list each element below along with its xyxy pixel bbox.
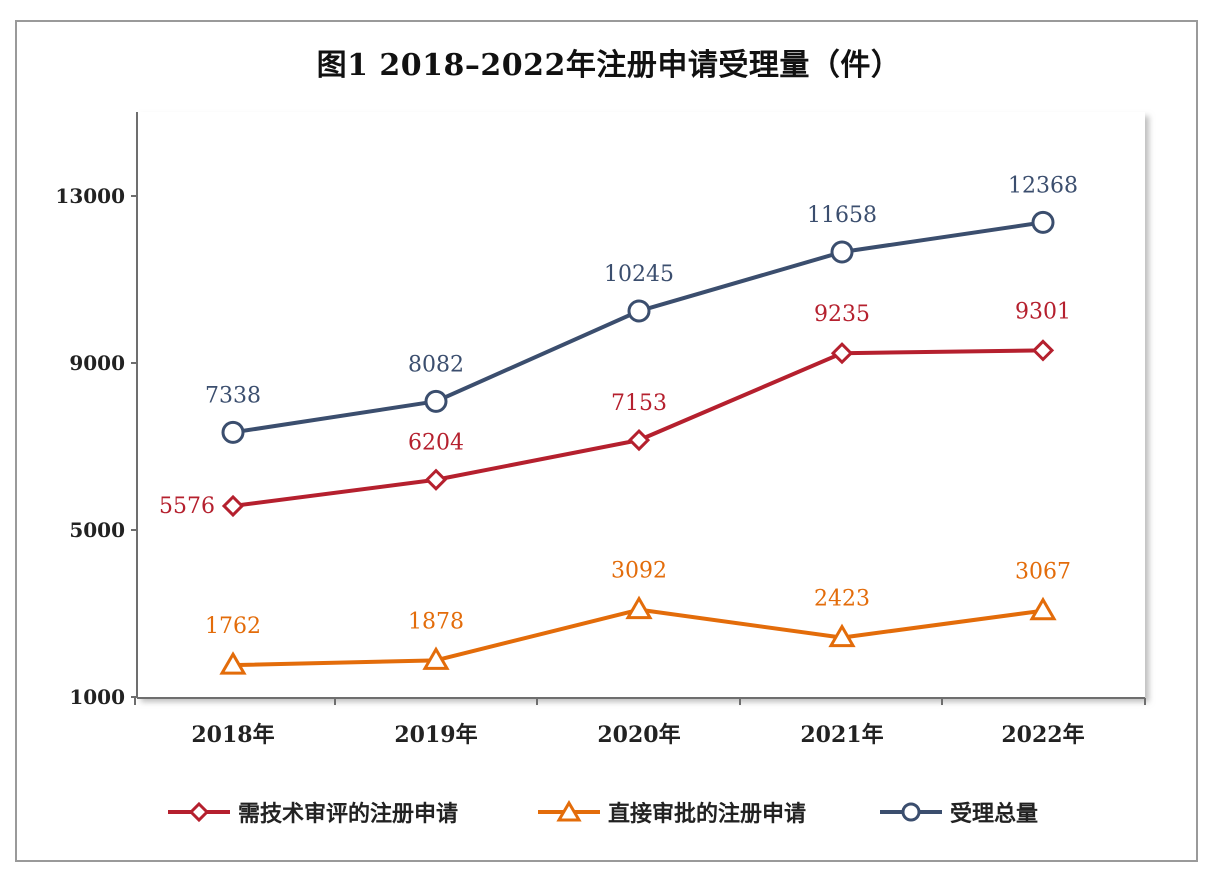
diamond-marker bbox=[424, 468, 448, 491]
x-tick-label: 2021年 bbox=[800, 722, 883, 748]
y-tick-label: 13000 bbox=[55, 184, 125, 208]
circle-marker bbox=[1031, 210, 1055, 234]
legend: 需技术审评的注册申请 直接审批的注册申请 受理总量 bbox=[0, 790, 1218, 834]
circle-marker bbox=[221, 420, 245, 444]
data-label: 12368 bbox=[1008, 173, 1078, 198]
triangle-marker bbox=[219, 651, 247, 675]
circle-marker bbox=[424, 389, 448, 413]
legend-label-direct-approval: 直接审批的注册申请 bbox=[608, 802, 807, 827]
data-label: 3092 bbox=[611, 559, 667, 584]
diamond-marker bbox=[1031, 339, 1055, 362]
triangle-marker bbox=[625, 595, 653, 620]
circle-marker bbox=[830, 240, 854, 264]
y-tick-label: 5000 bbox=[69, 518, 125, 542]
triangle-marker bbox=[422, 646, 450, 670]
legend-label-tech-review: 需技术审评的注册申请 bbox=[238, 802, 459, 827]
circle-marker bbox=[627, 299, 651, 323]
x-tick-label: 2019年 bbox=[394, 722, 477, 748]
legend-circle-line-icon bbox=[880, 802, 942, 822]
data-label: 9301 bbox=[1015, 299, 1071, 324]
triangle-marker bbox=[828, 623, 856, 648]
data-label: 10245 bbox=[604, 262, 674, 287]
x-tick-label: 2022年 bbox=[1001, 722, 1084, 748]
x-tick-label: 2020年 bbox=[597, 722, 680, 748]
chart-title: 图1 2018–2022年注册申请受理量（件） bbox=[316, 48, 902, 83]
data-label: 3067 bbox=[1015, 560, 1071, 585]
data-label: 8082 bbox=[408, 352, 464, 377]
data-label: 2423 bbox=[814, 587, 870, 612]
legend-item-tech-review: 需技术审评的注册申请 bbox=[168, 790, 458, 834]
data-label: 7153 bbox=[611, 391, 667, 416]
diamond-marker bbox=[627, 428, 651, 452]
x-tick-label: 2018年 bbox=[191, 722, 274, 748]
data-label: 1762 bbox=[205, 614, 261, 639]
diamond-marker bbox=[830, 342, 854, 365]
legend-label-total: 受理总量 bbox=[950, 802, 1039, 827]
data-label: 1878 bbox=[408, 609, 464, 634]
y-tick-label: 9000 bbox=[69, 351, 125, 375]
legend-diamond-line-icon bbox=[168, 801, 230, 823]
data-label: 11658 bbox=[807, 203, 877, 228]
data-label: 9235 bbox=[814, 302, 870, 327]
data-label: 7338 bbox=[205, 383, 261, 408]
y-tick-label: 1000 bbox=[69, 685, 125, 709]
data-label: 5576 bbox=[159, 494, 215, 519]
legend-triangle-line-icon bbox=[538, 800, 600, 822]
data-label: 6204 bbox=[408, 431, 464, 456]
legend-item-total: 受理总量 bbox=[880, 790, 1038, 834]
legend-item-direct-approval: 直接审批的注册申请 bbox=[538, 790, 806, 834]
diamond-marker bbox=[221, 494, 245, 518]
triangle-marker bbox=[1029, 596, 1057, 621]
